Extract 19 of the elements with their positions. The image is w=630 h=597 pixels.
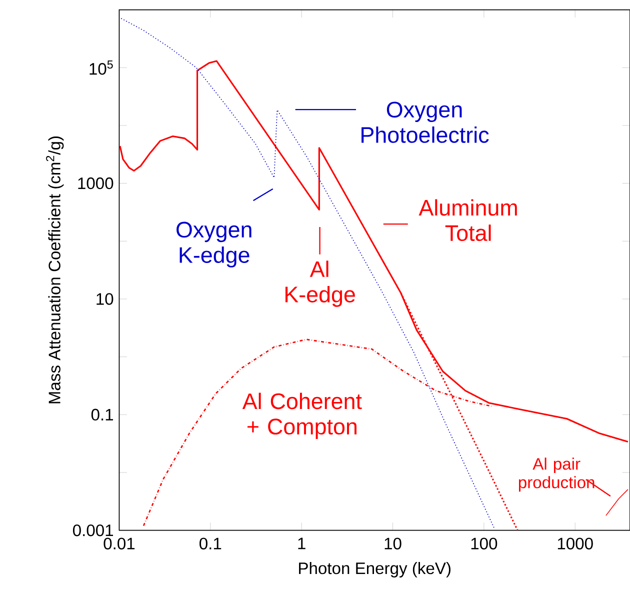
annotation: Oxygen K-edge [176,222,252,268]
x-tick-label: 0.1 [200,538,222,550]
y-tick-label: 10$^{5}$ [90,60,113,75]
x-tick-label: 0.01 [104,538,135,550]
y-tick-label: 1000 [78,178,114,190]
annotation: Al pair production [518,458,594,492]
y-tick-label: 0.1 [91,408,114,421]
x-tick-label: 1000 [558,538,593,550]
y-tick-label: 10 [96,293,114,305]
annotation: Al K-edge [285,260,355,307]
annotation: Oxygen Photoelectric [362,102,489,143]
y-axis-title: Mass Attenuation Coefficient (cm$^{2}$/g) [46,136,64,404]
x-tick-label: 100 [471,538,498,550]
y-tick-label: 0.001 [72,524,114,536]
x-axis-title: Photon Energy (keV) [299,562,450,578]
annotation: Aluminum Total [418,199,517,242]
x-tick-label: 1 [298,538,306,550]
annotation: Al Coherent + Compton [242,392,362,440]
x-tick-label: 10 [384,538,402,550]
